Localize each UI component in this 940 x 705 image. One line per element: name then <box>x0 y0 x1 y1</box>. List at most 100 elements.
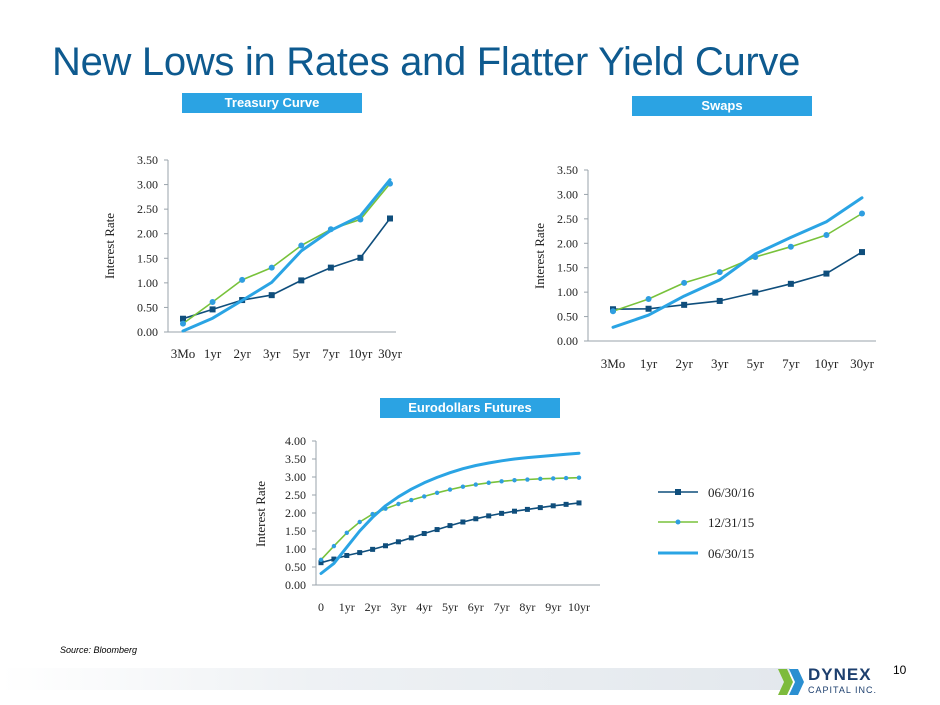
treasury-series-line-s15 <box>182 182 391 325</box>
swaps-point-s15 <box>610 308 616 315</box>
swaps-point-s15 <box>859 210 865 217</box>
eurodollar-y-tick-label: 0.00 <box>285 578 306 592</box>
eurodollar-point-s16 <box>331 556 337 562</box>
swaps-x-tick-label: 30yr <box>850 356 875 371</box>
legend-marker-s15 <box>675 519 681 525</box>
eurodollar-point-s16 <box>408 535 414 541</box>
treasury-x-tick-label: 5yr <box>293 346 311 361</box>
eurodollar-point-s15 <box>486 480 491 485</box>
eurodollar-x-tick-label: 8yr <box>519 600 535 614</box>
eurodollar-point-s16 <box>383 543 388 549</box>
eurodollar-x-tick-label: 1yr <box>339 600 355 614</box>
treasury-x-tick-label: 30yr <box>378 346 403 361</box>
swaps-x-tick-label: 5yr <box>747 356 765 371</box>
swaps-y-tick-label: 1.00 <box>557 285 578 299</box>
swaps-point-s16 <box>787 280 794 287</box>
legend-label-s15b: 06/30/15 <box>708 546 754 561</box>
treasury-series-line-s15b <box>181 178 392 333</box>
eurodollar-x-tick-label: 2yr <box>365 600 381 614</box>
eurodollars-futures-label: Eurodollars Futures <box>380 398 560 418</box>
eurodollar-x-tick-label: 7yr <box>494 600 510 614</box>
eurodollar-point-s15 <box>538 476 543 481</box>
source-note: Source: Bloomberg <box>60 645 138 655</box>
footer-bar <box>0 668 790 690</box>
swaps-y-axis-label: Interest Rate <box>532 223 547 289</box>
logo-name: DYNEX <box>808 665 872 684</box>
treasury-x-tick-label: 1yr <box>204 346 222 361</box>
treasury-point-s16 <box>357 254 364 261</box>
treasury-y-tick-label: 0.50 <box>137 300 158 314</box>
eurodollar-point-s15 <box>409 497 414 503</box>
eurodollar-y-tick-label: 4.00 <box>285 434 306 448</box>
swaps-y-tick-label: 2.00 <box>557 236 578 250</box>
eurodollar-y-tick-label: 3.00 <box>285 470 306 484</box>
swaps-label: Swaps <box>632 96 812 116</box>
eurodollar-point-s15 <box>576 475 582 480</box>
page-number: 10 <box>893 663 907 677</box>
eurodollar-point-s15 <box>512 478 517 483</box>
eurodollar-point-s15 <box>344 530 349 535</box>
eurodollar-point-s16 <box>421 531 427 537</box>
eurodollar-point-s16 <box>550 503 556 509</box>
eurodollar-point-s15 <box>318 557 324 562</box>
swaps-x-tick-label: 7yr <box>782 356 800 371</box>
eurodollar-x-tick-label: 0 <box>318 600 324 614</box>
slide-title: New Lows in Rates and Flatter Yield Curv… <box>52 40 801 84</box>
treasury-point-s16 <box>180 315 186 322</box>
eurodollar-point-s15 <box>357 519 362 525</box>
eurodollar-x-tick-label: 5yr <box>442 600 458 614</box>
eurodollar-point-s16 <box>499 510 505 516</box>
eurodollar-point-s15 <box>396 501 401 507</box>
treasury-y-tick-label: 3.00 <box>137 178 158 192</box>
eurodollar-point-s15 <box>434 490 440 496</box>
eurodollar-x-tick-label: 3yr <box>390 600 406 614</box>
treasury-x-tick-label: 2yr <box>233 346 251 361</box>
swaps-x-tick-label: 3Mo <box>601 356 626 371</box>
swaps-y-tick-label: 1.50 <box>557 261 578 275</box>
eurodollar-point-s16 <box>434 527 440 533</box>
swaps-series-line-s15 <box>612 212 863 313</box>
eurodollar-point-s16 <box>370 546 376 552</box>
eurodollar-point-s15 <box>331 543 337 549</box>
legend-label-s16: 06/30/16 <box>708 485 755 500</box>
swaps-x-tick-label: 3yr <box>711 356 729 371</box>
eurodollar-point-s16 <box>447 523 453 529</box>
treasury-y-tick-label: 1.00 <box>137 276 158 290</box>
treasury-point-s15 <box>209 299 216 306</box>
eurodollar-point-s16 <box>563 501 569 507</box>
eurodollar-x-tick-label: 4yr <box>416 600 432 614</box>
eurodollar-series-line-s15b <box>319 451 581 575</box>
dynex-logo-mark-icon <box>778 669 804 695</box>
treasury-y-tick-label: 0.00 <box>137 325 158 339</box>
swaps-y-tick-label: 0.50 <box>557 310 578 324</box>
treasury-y-axis-label: Interest Rate <box>102 213 117 279</box>
swaps-series-line-s16 <box>612 251 863 311</box>
swaps-y-tick-label: 3.00 <box>557 187 578 201</box>
legend-label-s15: 12/31/15 <box>708 515 754 530</box>
treasury-y-tick-label: 2.00 <box>137 227 158 241</box>
eurodollar-point-s15 <box>473 482 478 487</box>
treasury-y-tick-label: 2.50 <box>137 202 158 216</box>
eurodollar-y-axis-label: Interest Rate <box>253 481 268 547</box>
swaps-x-tick-label: 10yr <box>815 356 840 371</box>
eurodollar-y-tick-label: 2.00 <box>285 506 306 520</box>
eurodollar-point-s16 <box>486 513 492 519</box>
treasury-point-s16 <box>209 306 216 313</box>
swaps-y-tick-label: 3.50 <box>557 163 578 177</box>
eurodollar-x-tick-label: 6yr <box>468 600 484 614</box>
eurodollar-y-tick-label: 1.50 <box>285 524 306 538</box>
swaps-point-s16 <box>859 249 865 256</box>
swaps-point-s16 <box>681 301 688 308</box>
swaps-point-s16 <box>752 289 759 296</box>
eurodollar-x-tick-label: 9yr <box>545 600 561 614</box>
swaps-point-s16 <box>716 297 723 304</box>
swaps-point-s16 <box>645 305 652 312</box>
dynex-logo: DYNEX CAPITAL INC. <box>778 665 888 701</box>
treasury-point-s15 <box>298 242 305 249</box>
treasury-series-line-s16 <box>182 217 391 320</box>
eurodollar-y-tick-label: 2.50 <box>285 488 306 502</box>
eurodollar-point-s16 <box>576 500 582 506</box>
legend-marker-s16 <box>675 489 681 495</box>
swaps-point-s15 <box>787 243 794 250</box>
